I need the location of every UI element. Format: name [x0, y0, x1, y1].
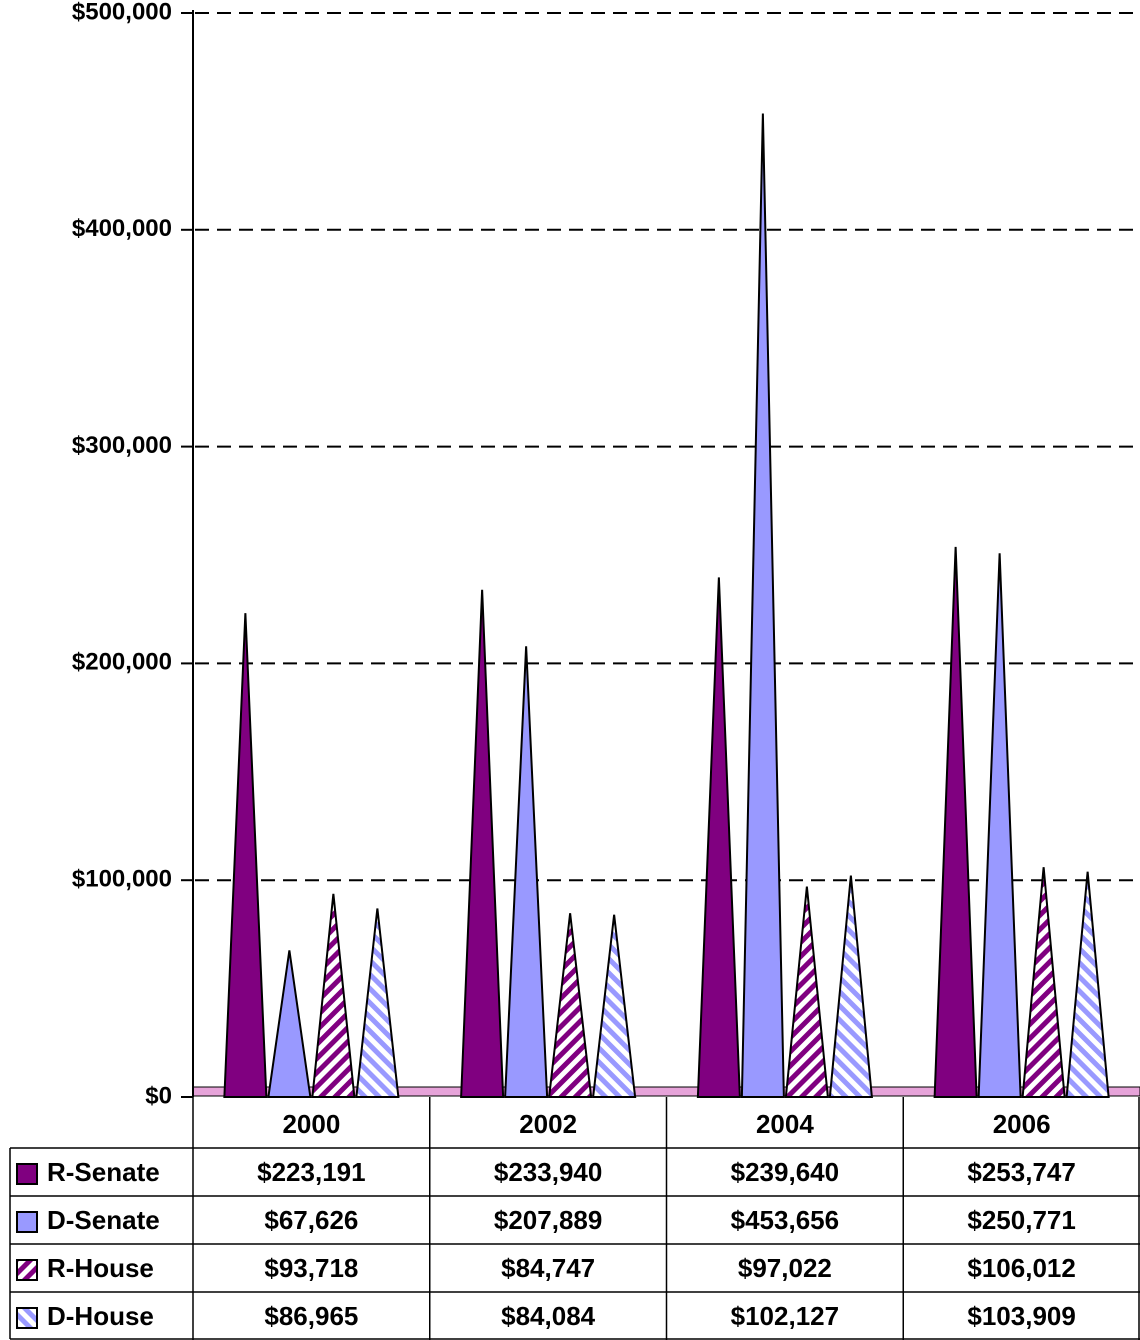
bar: [740, 113, 785, 1098]
data-label: $233,940: [494, 1157, 602, 1187]
data-label: $223,191: [257, 1157, 365, 1187]
bar: [311, 893, 356, 1098]
bar: [548, 913, 593, 1098]
legend-label: R-House: [47, 1253, 154, 1283]
data-label: $97,022: [738, 1253, 832, 1283]
data-label: $84,084: [501, 1301, 596, 1331]
bar: [355, 908, 400, 1098]
data-label: $253,747: [967, 1157, 1075, 1187]
legend-label: D-Senate: [47, 1205, 160, 1235]
data-label: $207,889: [494, 1205, 602, 1235]
bar: [828, 875, 873, 1098]
bar: [504, 646, 549, 1098]
data-label: $103,909: [967, 1301, 1075, 1331]
bar: [1065, 871, 1110, 1098]
data-label: $67,626: [264, 1205, 358, 1235]
x-tick-label: 2002: [519, 1109, 577, 1139]
y-tick-label: $100,000: [72, 866, 172, 893]
y-tick-label: $300,000: [72, 432, 172, 459]
y-tick-label: $0: [145, 1082, 172, 1109]
bar: [784, 886, 829, 1098]
bar: [460, 589, 505, 1098]
data-label: $106,012: [967, 1253, 1075, 1283]
data-label: $453,656: [731, 1205, 839, 1235]
legend-swatch: [16, 1259, 38, 1281]
legend-swatch: [16, 1211, 38, 1233]
y-tick-label: $400,000: [72, 215, 172, 242]
y-tick-label: $500,000: [72, 0, 172, 25]
data-label: $93,718: [264, 1253, 358, 1283]
bar: [977, 553, 1022, 1098]
y-tick-label: $200,000: [72, 649, 172, 676]
bar: [267, 950, 312, 1098]
legend-swatch: [16, 1163, 38, 1185]
data-label: $102,127: [731, 1301, 839, 1331]
bar: [223, 613, 268, 1098]
bar: [592, 914, 637, 1098]
legend-label: R-Senate: [47, 1157, 160, 1187]
bar: [933, 546, 978, 1098]
legend-swatch: [16, 1307, 38, 1329]
x-tick-label: 2000: [282, 1109, 340, 1139]
data-label: $86,965: [264, 1301, 358, 1331]
data-label: $239,640: [731, 1157, 839, 1187]
data-label: $84,747: [501, 1253, 595, 1283]
x-tick-label: 2004: [756, 1109, 814, 1139]
data-label: $250,771: [967, 1205, 1075, 1235]
legend-label: D-House: [47, 1301, 154, 1331]
bar: [1021, 867, 1066, 1098]
x-tick-label: 2006: [993, 1109, 1051, 1139]
bar: [696, 577, 741, 1098]
